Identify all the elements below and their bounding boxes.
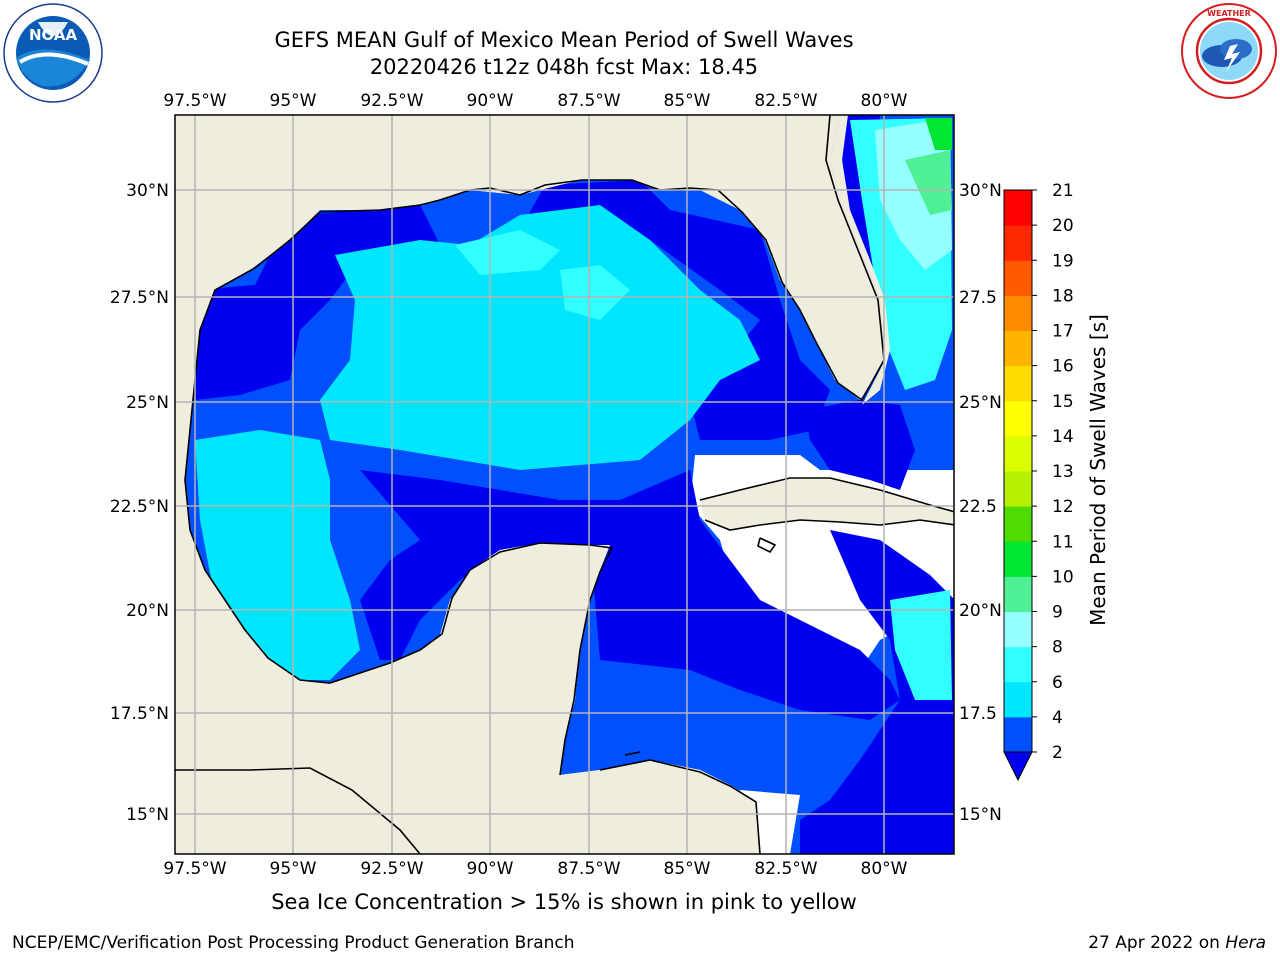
colorbar-swatch	[1004, 646, 1032, 683]
colorbar-tick-label: 20	[1052, 216, 1074, 236]
band-6-8	[455, 230, 560, 275]
colorbar-tick-label: 9	[1052, 603, 1063, 623]
lon-label: 87.5°W	[557, 859, 620, 879]
coastlines	[175, 115, 954, 854]
noaa-logo-icon: NOAA	[3, 3, 103, 103]
colorbar-tick-label: 19	[1052, 251, 1074, 271]
colorbar-underflow-arrow	[1003, 751, 1033, 782]
lat-label: 25°N	[126, 393, 169, 413]
lon-label: 82.5°W	[754, 859, 817, 879]
lat-label: 20°N	[126, 601, 169, 621]
colorbar-tick-label: 15	[1052, 392, 1074, 412]
colorbar-swatch	[1004, 611, 1032, 648]
land-central-america	[560, 760, 760, 854]
colorbar-swatch	[1004, 225, 1032, 261]
colorbar-tick-label: 2	[1052, 743, 1063, 763]
colorbar-tick-label: 10	[1052, 567, 1074, 587]
credit-host: Hera	[1225, 933, 1266, 953]
colorbar-swatch	[1004, 365, 1032, 402]
lon-labels-bottom: 97.5°W 95°W 92.5°W 90°W 87.5°W 85°W 82.5…	[163, 859, 907, 879]
colorbar-tick-label: 16	[1052, 357, 1074, 377]
lon-label: 92.5°W	[360, 91, 423, 111]
lat-label: 15°N	[126, 805, 169, 825]
lon-label: 95°W	[270, 91, 317, 111]
plot-subtitle: 20220426 t12z 048h fcst Max: 18.45	[369, 55, 759, 79]
colorbar-swatch	[1004, 260, 1032, 296]
colorbar-swatch	[1004, 471, 1032, 507]
lon-label: 85°W	[664, 91, 711, 111]
lon-label: 80°W	[861, 91, 908, 111]
colorbar-tick-label: 13	[1052, 462, 1074, 482]
map-area	[175, 115, 954, 854]
colorbar-tick-label: 8	[1052, 638, 1063, 658]
band-4-6	[320, 205, 760, 470]
lon-label: 90°W	[467, 859, 514, 879]
lon-label: 80°W	[861, 859, 908, 879]
svg-text:WEATHER: WEATHER	[1207, 9, 1251, 18]
lon-label: 90°W	[467, 91, 514, 111]
lat-label: 20°N	[959, 601, 1002, 621]
lat-label: 22.5	[959, 497, 997, 517]
lat-labels-right: 30°N 27.5 25°N 22.5 20°N 17.5 15°N	[959, 181, 1002, 825]
credit-date: 27 Apr 2022 on	[1088, 933, 1226, 953]
colorbar-swatch	[1004, 716, 1032, 753]
lat-label: 27.5°N	[110, 288, 169, 308]
lon-label: 87.5°W	[557, 91, 620, 111]
credit-right: 27 Apr 2022 on Hera	[1088, 933, 1266, 953]
colorbar-tick-label: 18	[1052, 286, 1074, 306]
colorbar-swatch	[1004, 506, 1032, 542]
footnote: Sea Ice Concentration > 15% is shown in …	[271, 890, 857, 914]
colorbar-tick-label: 14	[1052, 427, 1074, 447]
lon-label: 85°W	[664, 859, 711, 879]
lat-label: 22.5°N	[110, 497, 169, 517]
lon-label: 97.5°W	[163, 859, 226, 879]
colorbar-tick-label: 17	[1052, 322, 1074, 342]
lat-label: 17.5	[959, 704, 997, 724]
colorbar-tick-label: 4	[1052, 708, 1063, 728]
colorbar-swatch	[1004, 541, 1032, 577]
colorbar-tick-label: 12	[1052, 497, 1074, 517]
lat-label: 30°N	[959, 181, 1002, 201]
graticule	[175, 115, 954, 854]
lat-label: 25°N	[959, 393, 1002, 413]
colorbar-swatch	[1004, 435, 1032, 472]
colorbar: 2 4 6 8 9 10 11 12 13 14 15 16 17 18 19 20 21	[1003, 181, 1074, 782]
lat-label: 30°N	[126, 181, 169, 201]
plot-title: GEFS MEAN Gulf of Mexico Mean Period of …	[274, 28, 854, 52]
lon-label: 82.5°W	[754, 91, 817, 111]
colorbar-swatch	[1004, 400, 1032, 437]
nws-logo-icon: WEATHER	[1181, 3, 1277, 99]
colorbar-swatch	[1004, 190, 1032, 226]
colorbar-swatch	[1004, 330, 1032, 367]
lat-labels-left: 30°N 27.5°N 25°N 22.5°N 20°N 17.5°N 15°N	[110, 181, 169, 825]
credit-left: NCEP/EMC/Verification Post Processing Pr…	[12, 933, 575, 953]
map-frame	[174, 114, 955, 855]
lat-label: 17.5°N	[110, 704, 169, 724]
colorbar-swatch	[1004, 576, 1032, 612]
colorbar-swatch	[1004, 295, 1032, 331]
lon-label: 92.5°W	[360, 859, 423, 879]
colorbar-tick-label: 6	[1052, 673, 1063, 693]
colorbar-tick-label: 21	[1052, 181, 1074, 201]
lon-label: 97.5°W	[163, 91, 226, 111]
lon-label: 95°W	[270, 859, 317, 879]
colorbar-swatch	[1004, 681, 1032, 718]
land-cuba	[700, 478, 954, 530]
lon-labels-top: 97.5°W 95°W 92.5°W 90°W 87.5°W 85°W 82.5…	[163, 91, 907, 111]
colorbar-tick-label: 11	[1052, 532, 1074, 552]
band-10-11	[925, 118, 952, 150]
colorbar-label: Mean Period of Swell Waves [s]	[1086, 314, 1110, 626]
lat-label: 27.5	[959, 288, 997, 308]
noaa-logo-text: NOAA	[29, 26, 78, 44]
band-9-10	[905, 150, 952, 215]
lat-label: 15°N	[959, 805, 1002, 825]
